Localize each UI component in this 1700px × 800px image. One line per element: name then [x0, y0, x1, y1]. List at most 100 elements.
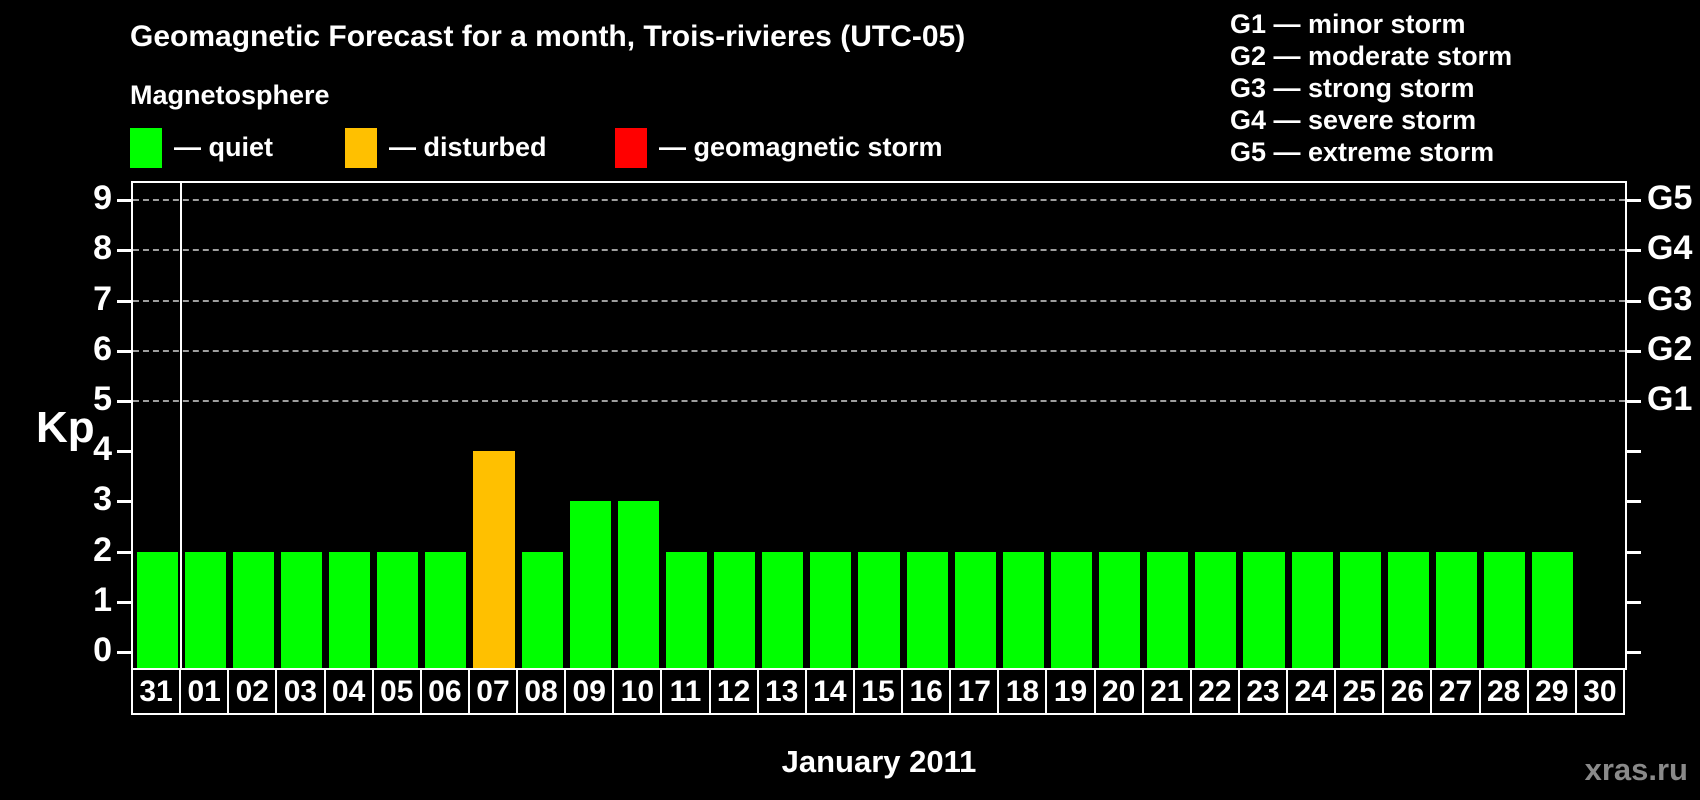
kp-bar-day-03 — [280, 551, 322, 668]
x-axis-day-box-23: 23 — [1237, 668, 1289, 715]
legend-label: — quiet — [174, 132, 273, 162]
y-tick-right-5 — [1627, 400, 1641, 403]
gridline-kp8 — [133, 249, 1625, 252]
x-axis-day-box-13: 13 — [756, 668, 807, 715]
x-axis-day-box-03: 03 — [275, 668, 326, 715]
g-scale-tick-label-G1: G1 — [1647, 380, 1693, 418]
y-tick-right-7 — [1627, 299, 1641, 303]
y-tick-left-7 — [117, 299, 131, 303]
month-separator-line — [180, 183, 183, 668]
gridline-kp6 — [133, 349, 1625, 352]
kp-bar-day-05 — [377, 551, 419, 668]
kp-bar-day-13 — [762, 551, 804, 668]
y-tick-label-7: 7 — [93, 279, 112, 318]
y-tick-right-3 — [1627, 500, 1641, 504]
y-tick-label-5: 5 — [93, 380, 112, 418]
x-axis-day-box-27: 27 — [1430, 668, 1481, 715]
y-tick-left-5 — [117, 400, 131, 403]
kp-bar-day-04 — [329, 551, 371, 668]
g-scale-legend-line: G1 — minor storm — [1230, 9, 1466, 39]
x-axis-day-box-02: 02 — [227, 668, 278, 715]
y-tick-left-1 — [117, 600, 131, 604]
x-axis-day-box-21: 21 — [1141, 668, 1192, 715]
gridline-kp9 — [133, 199, 1625, 202]
y-tick-label-9: 9 — [93, 179, 112, 218]
kp-bar-day-22 — [1195, 551, 1237, 668]
x-axis-day-box-31: 31 — [131, 668, 182, 715]
x-axis-day-box-26: 26 — [1382, 668, 1433, 715]
y-tick-label-1: 1 — [93, 580, 112, 619]
y-tick-left-0 — [117, 651, 131, 654]
y-tick-right-6 — [1627, 349, 1641, 353]
kp-bar-day-24 — [1291, 551, 1333, 668]
kp-bar-day-25 — [1339, 551, 1381, 668]
x-axis-day-box-10: 10 — [612, 668, 663, 715]
kp-bar-day-16 — [906, 551, 948, 668]
x-axis-day-box-04: 04 — [323, 668, 374, 715]
gridline-kp5 — [133, 400, 1625, 402]
x-axis-day-box-07: 07 — [467, 668, 519, 715]
y-tick-left-8 — [117, 249, 131, 253]
x-axis-day-box-08: 08 — [516, 668, 567, 715]
chart-title: Geomagnetic Forecast for a month, Trois-… — [130, 20, 966, 53]
g-scale-tick-label-G4: G4 — [1647, 229, 1693, 268]
x-axis-day-box-17: 17 — [949, 668, 1000, 715]
x-axis-day-box-22: 22 — [1189, 668, 1240, 715]
x-axis-day-box-18: 18 — [997, 668, 1048, 715]
kp-bar-day-27 — [1435, 551, 1478, 668]
x-axis-day-box-06: 06 — [419, 668, 470, 715]
x-axis-day-box-20: 20 — [1093, 668, 1144, 715]
kp-bar-day-10 — [617, 501, 659, 668]
x-axis-title: January 2011 — [781, 744, 977, 779]
g-scale-legend: G1 — minor storm G2 — moderate storm G3 — … — [1230, 8, 1512, 168]
kp-bar-day-20 — [1099, 551, 1141, 668]
y-axis-title: Kp — [36, 403, 95, 452]
y-tick-left-4 — [117, 450, 131, 454]
y-tick-label-0: 0 — [93, 631, 112, 669]
kp-bar-day-28 — [1484, 551, 1526, 668]
kp-bar-day-06 — [425, 551, 467, 668]
x-axis-day-box-15: 15 — [852, 668, 904, 715]
y-tick-left-9 — [117, 199, 131, 203]
x-axis-day-box-11: 11 — [660, 668, 711, 715]
g-scale-tick-label-G5: G5 — [1647, 179, 1693, 218]
kp-bar-day-31 — [136, 551, 178, 668]
x-axis-day-box-25: 25 — [1334, 668, 1385, 715]
y-tick-left-6 — [117, 349, 131, 353]
legend-label: — disturbed — [389, 132, 547, 162]
x-axis-day-box-16: 16 — [901, 668, 952, 715]
x-axis-day-box-30: 30 — [1574, 668, 1625, 715]
y-tick-right-8 — [1627, 249, 1641, 253]
x-axis-day-box-24: 24 — [1286, 668, 1337, 715]
kp-bar-day-18 — [1002, 551, 1044, 668]
y-tick-label-3: 3 — [93, 480, 112, 519]
kp-bar-day-29 — [1532, 551, 1574, 668]
storm-color-swatch — [615, 128, 647, 168]
g-scale-legend-line: G5 — extreme storm — [1230, 137, 1495, 167]
kp-bar-day-09 — [569, 501, 611, 668]
kp-bar-day-15 — [858, 551, 900, 668]
kp-bar-day-11 — [665, 551, 708, 668]
y-tick-left-2 — [117, 550, 131, 554]
g-scale-tick-label-G3: G3 — [1647, 279, 1693, 318]
kp-bar-day-23 — [1243, 551, 1285, 668]
y-tick-right-0 — [1627, 651, 1641, 654]
kp-bar-day-07 — [473, 451, 515, 668]
magnetosphere-label: Magnetosphere — [130, 80, 330, 110]
y-tick-left-3 — [117, 500, 131, 504]
y-tick-right-1 — [1627, 600, 1641, 604]
x-axis-day-box-05: 05 — [371, 668, 422, 715]
y-tick-right-4 — [1627, 450, 1641, 454]
y-tick-label-2: 2 — [93, 530, 112, 569]
kp-bar-day-21 — [1147, 551, 1189, 668]
y-tick-right-9 — [1627, 199, 1641, 203]
kp-bar-day-02 — [232, 551, 274, 668]
y-tick-label-6: 6 — [93, 329, 112, 368]
kp-bar-day-26 — [1387, 551, 1429, 668]
y-tick-right-2 — [1627, 550, 1641, 554]
x-axis-day-box-28: 28 — [1478, 668, 1529, 715]
quiet-color-swatch — [130, 128, 162, 168]
y-tick-label-8: 8 — [93, 229, 112, 268]
x-axis-day-box-29: 29 — [1526, 668, 1577, 715]
